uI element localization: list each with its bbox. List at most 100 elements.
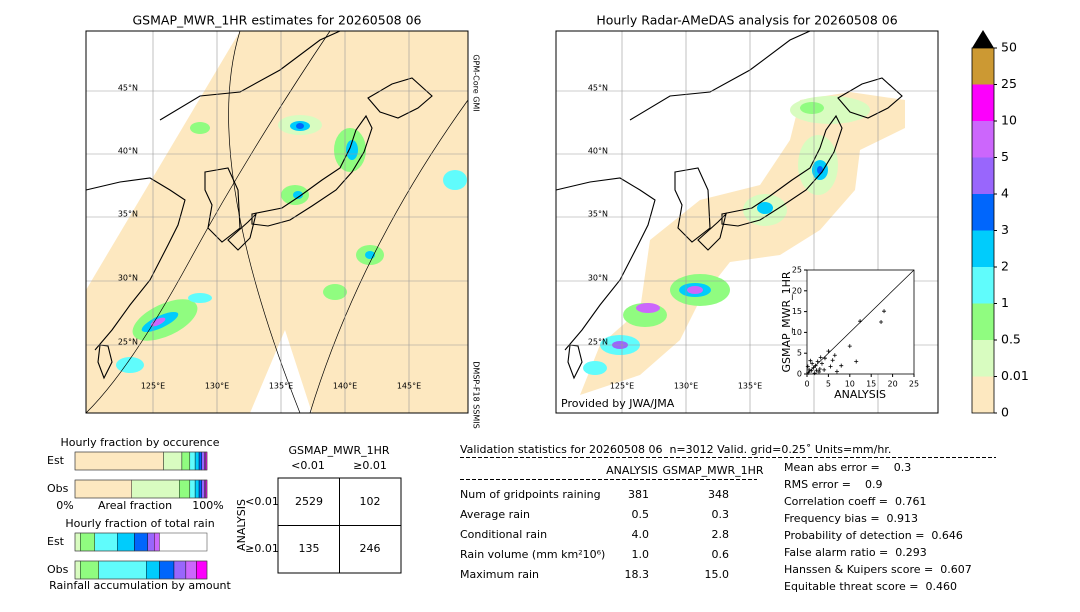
scatter-xlabel: ANALYSIS bbox=[834, 388, 886, 401]
swath-label: GPM-Core GMI bbox=[472, 54, 481, 111]
chart-title: Hourly fraction of total rain bbox=[65, 517, 214, 530]
colorbar-bin bbox=[972, 48, 994, 85]
colorbar-label: 2 bbox=[1001, 259, 1009, 274]
scatter-point bbox=[818, 355, 823, 360]
x-tick-label: 15 bbox=[866, 380, 876, 389]
fraction-segment bbox=[194, 451, 200, 471]
cell: 2529 bbox=[295, 495, 323, 508]
value: 18.3 bbox=[625, 568, 650, 581]
scatter-point bbox=[814, 368, 819, 373]
fraction-segment bbox=[74, 532, 81, 552]
row-label: Conditional rain bbox=[460, 528, 547, 541]
fraction-segment bbox=[181, 451, 191, 471]
row-label: Est bbox=[47, 535, 65, 548]
y-tick-label: 5 bbox=[797, 349, 802, 358]
lat-label: 35°N bbox=[118, 210, 138, 219]
cell: 102 bbox=[360, 495, 381, 508]
colorbar-label: 5 bbox=[1001, 149, 1009, 164]
axis-label: Rainfall accumulation by amount bbox=[49, 579, 231, 592]
score: False alarm ratio = 0.293 bbox=[784, 546, 927, 559]
fraction-segment bbox=[198, 451, 202, 471]
scatter-point bbox=[811, 365, 816, 370]
col-header: <0.01 bbox=[291, 459, 325, 472]
fraction-segment bbox=[146, 560, 160, 580]
fraction-segment bbox=[131, 479, 180, 499]
validation-stats: Validation statistics for 20260508 06 n=… bbox=[460, 443, 996, 593]
swath-label: DMSP-F18 SSMIS bbox=[472, 361, 481, 429]
fraction-segment bbox=[189, 479, 196, 499]
row-header: ≥0.01 bbox=[245, 542, 279, 555]
score: Frequency bias = 0.913 bbox=[784, 512, 918, 525]
fraction-segment bbox=[198, 479, 202, 499]
value: 15.0 bbox=[705, 568, 730, 581]
fraction-segment bbox=[153, 532, 160, 552]
x-tick-label: 20 bbox=[888, 380, 898, 389]
y-tick-label: 20 bbox=[792, 286, 802, 295]
map-title: GSMAP_MWR_1HR estimates for 20260508 06 bbox=[133, 13, 422, 28]
fraction-segment bbox=[80, 532, 95, 552]
scatter-point bbox=[822, 356, 827, 361]
scatter-point bbox=[854, 359, 859, 364]
axis-label: Areal fraction bbox=[98, 499, 172, 512]
scatter-point bbox=[828, 364, 833, 369]
fraction-segment bbox=[74, 560, 81, 580]
colorbar-bin bbox=[972, 303, 994, 340]
row-label: Est bbox=[47, 454, 65, 467]
scatter-point bbox=[847, 344, 852, 349]
colorbar-label: 1 bbox=[1001, 295, 1009, 310]
lon-label: 145°E bbox=[397, 382, 421, 391]
scatter-point bbox=[805, 364, 810, 369]
lat-label: 35°N bbox=[588, 210, 608, 219]
colorbar-bin bbox=[972, 230, 994, 267]
y-tick-label: 0 bbox=[797, 370, 802, 379]
colorbar-bin bbox=[972, 267, 994, 304]
score: Mean abs error = 0.3 bbox=[784, 461, 911, 474]
map-frame bbox=[555, 30, 939, 414]
colorbar: 0 0.01 0.5 1 2 3 4 5 10 25 50 bbox=[971, 30, 1029, 420]
score: Correlation coeff = 0.761 bbox=[784, 495, 926, 508]
scatter-point bbox=[858, 319, 863, 324]
lat-label: 25°N bbox=[118, 338, 138, 347]
colorbar-label: 0.5 bbox=[1001, 332, 1021, 347]
scatter-point bbox=[879, 320, 884, 324]
scatter-point bbox=[813, 363, 818, 368]
axis-label: 100% bbox=[192, 499, 223, 512]
row-label: Obs bbox=[47, 482, 69, 495]
scatter-frame bbox=[806, 269, 915, 375]
contingency-table: GSMAP_MWR_1HR <0.01 ≥0.01 ANALYSIS <0.01… bbox=[235, 444, 402, 574]
colorbar-label: 10 bbox=[1001, 113, 1017, 128]
col-header: ≥0.01 bbox=[353, 459, 387, 472]
value: 1.0 bbox=[632, 548, 650, 561]
scatter-point bbox=[830, 358, 835, 363]
lat-label: 25°N bbox=[588, 338, 608, 347]
value: 2.8 bbox=[712, 528, 730, 541]
fraction-segment bbox=[117, 532, 135, 552]
scatter-point bbox=[822, 367, 827, 372]
scatter-point bbox=[882, 309, 887, 314]
lat-label: 30°N bbox=[118, 274, 138, 283]
scatter-point bbox=[812, 371, 817, 376]
scatter-point bbox=[806, 370, 811, 375]
y-tick-label: 25 bbox=[792, 266, 802, 275]
x-tick-label: 10 bbox=[845, 380, 855, 389]
stats-header: Validation statistics for 20260508 06 n=… bbox=[460, 443, 891, 456]
bar-frame bbox=[74, 479, 208, 499]
cell: 135 bbox=[299, 542, 320, 555]
colorbar-bin bbox=[972, 157, 994, 194]
bar-frame bbox=[74, 451, 208, 471]
graticule bbox=[86, 31, 468, 413]
lon-label: 130°E bbox=[205, 382, 229, 391]
scatter-point bbox=[839, 363, 844, 368]
col-header: ANALYSIS bbox=[606, 464, 658, 477]
colorbar-bin bbox=[972, 376, 994, 413]
lat-label: 40°N bbox=[118, 147, 138, 156]
scatter-point bbox=[815, 359, 820, 364]
score: Equitable threat score = 0.460 bbox=[784, 580, 957, 593]
score: Hanssen & Kuipers score = 0.607 bbox=[784, 563, 972, 576]
scatter-point bbox=[817, 367, 822, 372]
map-title: Hourly Radar-AMeDAS analysis for 2026050… bbox=[596, 13, 897, 28]
colorbar-label: 25 bbox=[1001, 76, 1017, 91]
value: 348 bbox=[708, 488, 729, 501]
lon-label: 135°E bbox=[269, 382, 293, 391]
table-title: GSMAP_MWR_1HR bbox=[288, 444, 389, 457]
